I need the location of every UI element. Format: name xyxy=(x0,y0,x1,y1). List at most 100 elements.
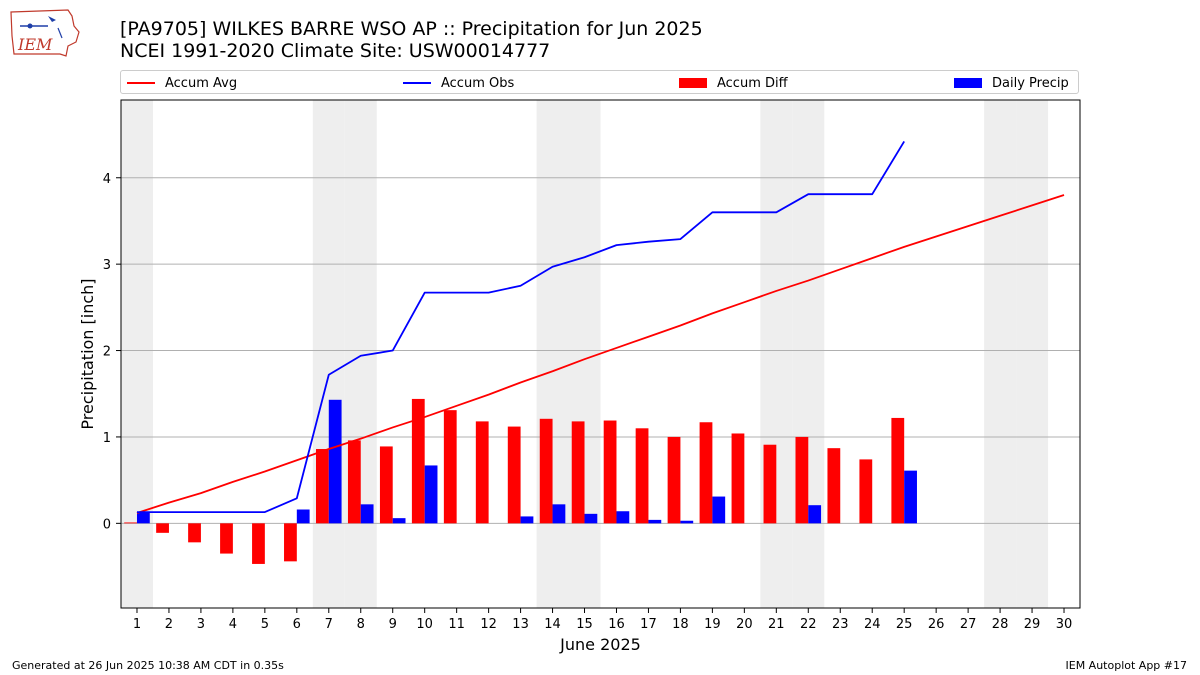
accum-diff-bar xyxy=(667,436,681,524)
x-tick-label: 10 xyxy=(416,617,433,632)
plot-frame xyxy=(120,99,1081,609)
accum-diff-bar xyxy=(220,523,233,554)
bars xyxy=(124,398,917,564)
legend-swatch-accum-obs xyxy=(403,82,431,84)
gridlines xyxy=(121,177,1080,524)
legend-swatch-daily-precip xyxy=(954,78,982,88)
chart-legend: Accum Avg Accum Obs Accum Diff Daily Pre… xyxy=(120,70,1079,94)
legend-item-accum-obs: Accum Obs xyxy=(403,74,514,92)
x-tick-label: 7 xyxy=(325,617,333,632)
accum-obs-line xyxy=(136,141,905,514)
y-tick-label: 1 xyxy=(103,431,111,446)
x-tick-label: 12 xyxy=(480,617,497,632)
weekend-shade-day-14 xyxy=(536,100,569,608)
daily-precip-bar xyxy=(328,399,342,524)
x-tick-label: 3 xyxy=(197,617,205,632)
x-tick-label: 18 xyxy=(672,617,689,632)
accum-diff-bar xyxy=(635,428,649,524)
weekend-shade-day-29 xyxy=(1016,100,1049,608)
x-tick-label: 5 xyxy=(261,617,269,632)
accum-diff-bar xyxy=(507,426,521,524)
legend-label-accum-avg: Accum Avg xyxy=(165,75,238,91)
accum-diff-bar xyxy=(475,421,489,524)
accum-diff-bar xyxy=(795,436,809,524)
accum-diff-bar xyxy=(188,523,201,543)
accum-diff-bar xyxy=(859,459,873,524)
x-tick-label: 9 xyxy=(389,617,397,632)
legend-label-accum-obs: Accum Obs xyxy=(441,75,515,91)
legend-label-daily-precip: Daily Precip xyxy=(992,75,1069,91)
logo-text: IEM xyxy=(17,35,53,54)
daily-precip-bar xyxy=(584,513,598,524)
accum-diff-bar xyxy=(124,522,137,524)
weekend-shade-day-7 xyxy=(312,100,345,608)
x-tick-label: 22 xyxy=(800,617,817,632)
accum-diff-bar xyxy=(763,444,777,524)
weekend-shade-day-28 xyxy=(984,100,1017,608)
x-tick-label: 20 xyxy=(736,617,753,632)
daily-precip-bar xyxy=(424,465,438,524)
accum-diff-bar xyxy=(699,422,713,524)
x-tick-label: 17 xyxy=(640,617,657,632)
iem-logo: IEM xyxy=(10,9,80,57)
daily-precip-bar xyxy=(520,516,534,524)
x-tick-label: 4 xyxy=(229,617,237,632)
accum-diff-bar xyxy=(891,417,905,524)
x-tick-label: 15 xyxy=(576,617,593,632)
x-tick-label: 26 xyxy=(928,617,945,632)
chart-title-line2: NCEI 1991-2020 Climate Site: USW00014777 xyxy=(120,40,551,62)
weekend-shade-day-21 xyxy=(760,100,793,608)
accum-diff-bar xyxy=(284,523,297,562)
weekend-shade-day-22 xyxy=(792,100,825,608)
daily-precip-bar xyxy=(616,511,630,524)
weekend-shade-day-15 xyxy=(568,100,601,608)
x-tick-label: 11 xyxy=(448,617,465,632)
daily-precip-bar xyxy=(392,518,406,524)
x-tick-label: 2 xyxy=(165,617,173,632)
daily-precip-bar xyxy=(136,512,150,524)
accum-diff-bar xyxy=(315,449,329,524)
daily-precip-bar xyxy=(712,496,726,524)
x-tick-label: 13 xyxy=(512,617,529,632)
daily-precip-bar xyxy=(552,504,566,524)
daily-precip-bar xyxy=(648,519,662,524)
legend-label-accum-diff: Accum Diff xyxy=(717,75,788,91)
accum-diff-bar xyxy=(379,446,393,524)
accum-diff-bar xyxy=(347,440,361,524)
x-tick-label: 25 xyxy=(896,617,913,632)
x-axis-label: June 2025 xyxy=(559,635,641,654)
accum-diff-bar xyxy=(252,523,265,564)
daily-precip-bar xyxy=(360,504,374,524)
legend-item-accum-diff: Accum Diff xyxy=(679,74,788,92)
x-tick-label: 21 xyxy=(768,617,785,632)
x-axis-ticks: 1 2 3 4 5 6 7 8 9 10 11 12 13 14 15 16 17 18 19 20 21 22 23 24 2… xyxy=(133,608,1072,632)
precip-chart: 1 2 3 4 5 6 7 8 9 10 11 12 13 14 15 16 17 18 19 20 21 22 23 24 2… xyxy=(78,99,1081,654)
accum-diff-bar xyxy=(411,398,425,524)
accum-diff-bar xyxy=(156,523,169,533)
daily-precip-bar xyxy=(808,505,822,524)
legend-item-accum-avg: Accum Avg xyxy=(127,74,237,92)
legend-item-daily-precip: Daily Precip xyxy=(954,74,1069,92)
generated-timestamp: Generated at 26 Jun 2025 10:38 AM CDT in… xyxy=(12,659,284,672)
chart-title-line1: [PA9705] WILKES BARRE WSO AP :: Precipit… xyxy=(120,18,703,40)
x-tick-label: 27 xyxy=(960,617,977,632)
accum-diff-bar xyxy=(603,420,617,524)
y-tick-label: 0 xyxy=(103,517,111,532)
y-tick-label: 4 xyxy=(103,172,111,187)
x-tick-label: 30 xyxy=(1056,617,1073,632)
x-tick-label: 16 xyxy=(608,617,625,632)
x-tick-label: 8 xyxy=(357,617,365,632)
x-tick-label: 29 xyxy=(1024,617,1041,632)
x-tick-label: 6 xyxy=(293,617,301,632)
accum-diff-bar xyxy=(827,448,841,524)
accum-avg-line xyxy=(136,194,1065,514)
y-tick-label: 3 xyxy=(103,258,111,273)
legend-swatch-accum-diff xyxy=(679,78,707,88)
x-tick-label: 23 xyxy=(832,617,849,632)
x-tick-label: 19 xyxy=(704,617,721,632)
y-axis-label: Precipitation [inch] xyxy=(78,278,97,429)
x-tick-label: 14 xyxy=(544,617,561,632)
x-tick-label: 28 xyxy=(992,617,1009,632)
x-tick-label: 1 xyxy=(133,617,141,632)
lines xyxy=(136,141,1065,514)
